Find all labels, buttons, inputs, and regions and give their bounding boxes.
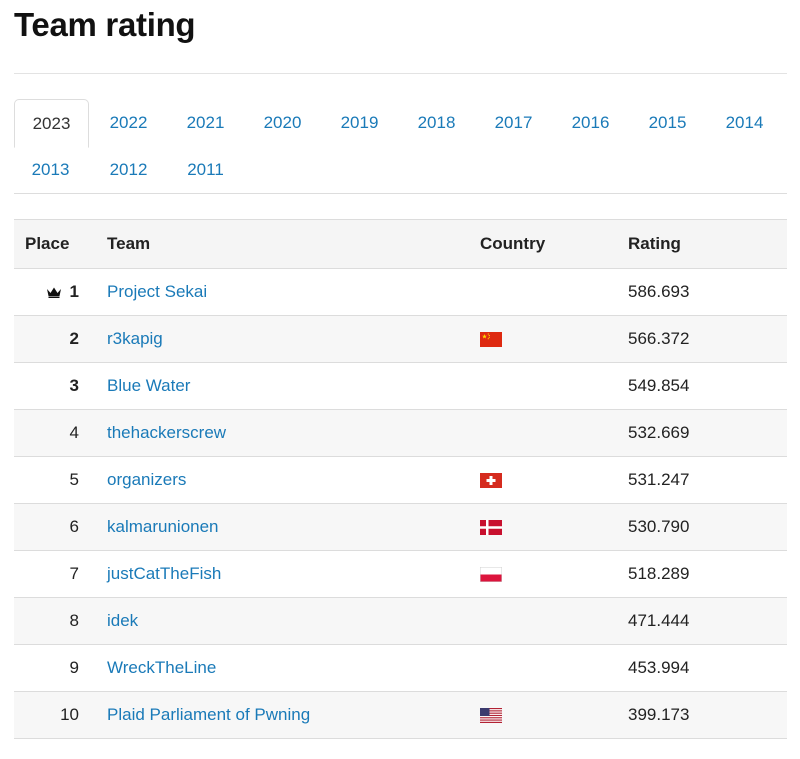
country-cell [480,644,628,692]
rating-value: 531.247 [628,456,787,504]
team-link[interactable]: Plaid Parliament of Pwning [107,705,311,724]
usa-flag-icon [480,708,502,724]
tab-2012[interactable]: 2012 [109,160,148,179]
tab-2023[interactable]: 2023 [14,99,89,148]
poland-flag-icon [480,567,502,583]
table-row: 8 idek 471.444 [14,597,787,645]
team-link[interactable]: Blue Water [107,376,191,395]
rating-table: Place Team Country Rating 1 Project Seka… [14,219,787,739]
team-link[interactable]: justCatTheFish [107,564,222,583]
team-link[interactable]: organizers [107,470,187,489]
tab-2016[interactable]: 2016 [571,113,610,132]
country-cell [480,409,628,457]
tab-2014[interactable]: 2014 [725,113,764,132]
tab-2011[interactable]: 2011 [187,160,224,179]
china-flag-icon [480,332,502,348]
rating-value: 586.693 [628,268,787,316]
tab-2017[interactable]: 2017 [494,113,533,132]
place-number: 5 [14,456,93,504]
team-link[interactable]: thehackerscrew [107,423,227,442]
place-number: 2 [14,315,93,363]
rating-value: 399.173 [628,691,787,739]
place-number: 7 [14,550,93,598]
tab-2013[interactable]: 2013 [31,160,70,179]
table-row: 4 thehackerscrew 532.669 [14,409,787,457]
place-number: 10 [14,691,93,739]
tab-2015[interactable]: 2015 [648,113,687,132]
team-link[interactable]: idek [107,611,139,630]
team-link[interactable]: kalmarunionen [107,517,219,536]
tab-2020[interactable]: 2020 [263,113,302,132]
table-row: 1 Project Sekai 586.693 [14,268,787,316]
tab-2019[interactable]: 2019 [340,113,379,132]
table-row: 6 kalmarunionen 530.790 [14,503,787,551]
tab-2022[interactable]: 2022 [109,113,148,132]
year-tabs: 2023 2022 2021 2020 2019 2018 2017 2016 … [14,99,787,194]
crown-icon [46,283,62,303]
place-number: 4 [14,409,93,457]
table-row: 3 Blue Water 549.854 [14,362,787,410]
team-link[interactable]: Project Sekai [107,282,208,301]
place-number: 3 [14,362,93,410]
place-number: 9 [14,644,93,692]
country-cell [480,362,628,410]
country-cell [480,597,628,645]
title-divider [14,73,787,74]
header-country: Country [480,219,628,269]
tab-2021[interactable]: 2021 [186,113,225,132]
place-number: 6 [14,503,93,551]
place-cell: 1 [14,268,93,316]
page-title: Team rating [14,6,196,43]
header-rating: Rating [628,219,787,269]
table-row: 10 Plaid Parliament of Pwning 399.173 [14,691,787,739]
rating-value: 518.289 [628,550,787,598]
denmark-flag-icon [480,520,502,536]
table-row: 9 WreckTheLine 453.994 [14,644,787,692]
country-cell [480,268,628,316]
table-row: 2 r3kapig 566.372 [14,315,787,363]
rating-value: 532.669 [628,409,787,457]
team-link[interactable]: WreckTheLine [107,658,217,677]
header-team: Team [93,219,480,269]
table-row: 5 organizers 531.247 [14,456,787,504]
rating-value: 453.994 [628,644,787,692]
rating-value: 530.790 [628,503,787,551]
rating-value: 471.444 [628,597,787,645]
table-row: 7 justCatTheFish 518.289 [14,550,787,598]
table-header-row: Place Team Country Rating [14,219,787,269]
place-number: 1 [69,281,79,301]
tabs-divider [14,193,787,194]
switzerland-flag-icon [480,473,502,489]
place-number: 8 [14,597,93,645]
tab-2018[interactable]: 2018 [417,113,456,132]
header-place: Place [14,219,93,269]
rating-value: 566.372 [628,315,787,363]
team-link[interactable]: r3kapig [107,329,163,348]
rating-value: 549.854 [628,362,787,410]
